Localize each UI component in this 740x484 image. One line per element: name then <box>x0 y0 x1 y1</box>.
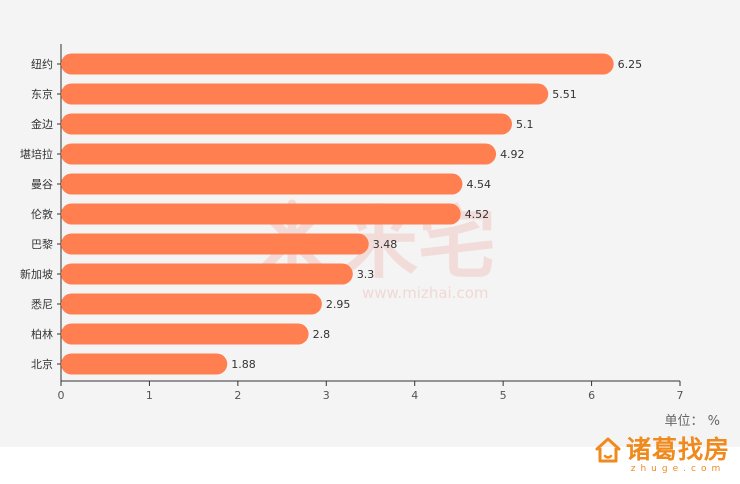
brand-name: 诸葛找房 <box>625 435 730 464</box>
bar <box>61 143 497 165</box>
bar <box>61 233 369 255</box>
bar <box>61 173 463 195</box>
value-label: 1.88 <box>231 358 256 371</box>
bar <box>61 323 309 345</box>
chart-panel: 米宅 www.mizhai.com 0 1 2 3 4 5 6 7 纽约 东京 金边 堪培拉 曼谷 伦敦巴… <box>0 0 740 447</box>
category-label: 新加坡 <box>20 267 53 281</box>
bar <box>61 83 549 105</box>
watermark-url: www.mizhai.com <box>362 284 489 302</box>
category-label: 伦敦 <box>31 207 53 221</box>
x-tick-label: 2 <box>234 389 241 402</box>
value-label: 5.51 <box>552 88 577 101</box>
bar <box>61 113 512 135</box>
x-tick-label: 1 <box>146 389 153 402</box>
value-label: 2.8 <box>313 328 331 341</box>
bar <box>61 293 322 315</box>
bar <box>61 53 614 75</box>
value-label: 4.54 <box>466 178 491 191</box>
bar <box>61 353 228 375</box>
value-label: 5.1 <box>516 118 534 131</box>
x-tick-label: 4 <box>411 389 418 402</box>
brand-logo: 诸葛找房 zhuge.com <box>594 436 730 474</box>
x-tick-label: 6 <box>588 389 595 402</box>
category-label: 东京 <box>31 87 53 101</box>
unit-label: 单位： % <box>664 414 721 429</box>
x-tick-label: 5 <box>500 389 507 402</box>
x-tick-label: 7 <box>677 389 684 402</box>
value-label: 6.25 <box>618 58 643 71</box>
value-label: 3.48 <box>373 238 398 251</box>
category-label: 金边 <box>31 117 53 131</box>
x-tick-label: 3 <box>323 389 330 402</box>
category-label: 悉尼 <box>31 298 53 311</box>
category-label: 曼谷 <box>31 178 53 191</box>
bar <box>61 203 461 225</box>
value-label: 4.92 <box>500 148 525 161</box>
category-label: 堪培拉 <box>20 147 53 161</box>
value-label: 2.95 <box>326 298 351 311</box>
bar-chart: 米宅 www.mizhai.com 0 1 2 3 4 5 6 7纽约东京金边堪培拉曼谷伦敦巴… <box>20 44 684 402</box>
x-tick-label: 0 <box>58 389 65 402</box>
category-label: 巴黎 <box>31 237 53 251</box>
bar <box>61 263 353 285</box>
category-label: 纽约 <box>31 57 53 71</box>
category-label: 北京 <box>31 357 53 371</box>
brand-subtitle: zhuge.com <box>630 464 726 474</box>
house-icon <box>595 437 621 463</box>
category-label: 柏林 <box>31 327 53 341</box>
value-label: 4.52 <box>465 208 490 221</box>
value-label: 3.3 <box>357 268 375 281</box>
